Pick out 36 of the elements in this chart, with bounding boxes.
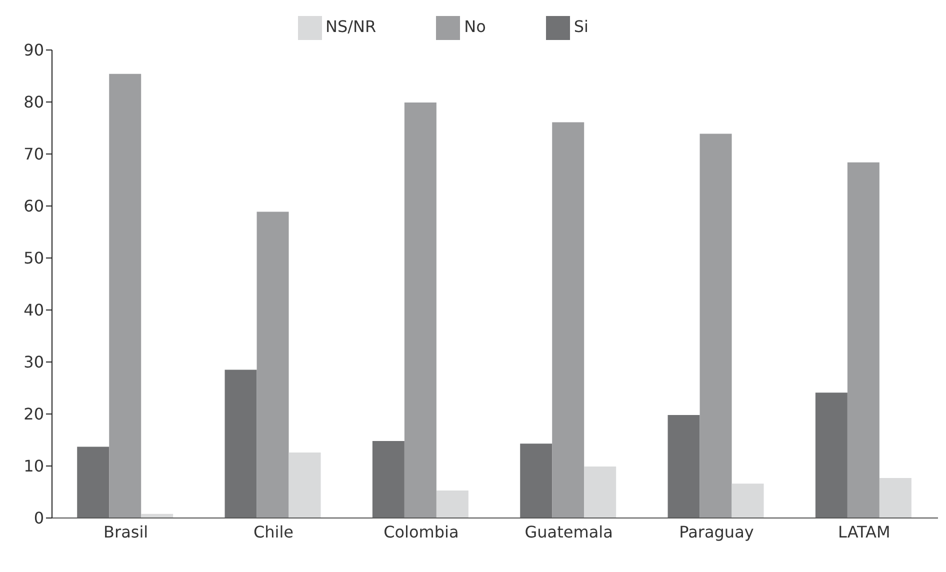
- bar: [372, 441, 404, 518]
- bar: [668, 415, 700, 518]
- y-tick-label: 70: [24, 144, 44, 164]
- y-tick-label: 30: [24, 352, 44, 372]
- bar: [520, 444, 552, 518]
- bar: [77, 446, 110, 518]
- bar: [436, 490, 468, 518]
- bar: [224, 370, 257, 518]
- y-tick-label: 80: [24, 92, 44, 112]
- bar: [847, 162, 880, 518]
- legend-label: No: [464, 17, 486, 36]
- x-tick-label: Paraguay: [679, 522, 754, 542]
- bar: [552, 122, 584, 518]
- bar: [404, 102, 436, 518]
- bar: [288, 452, 321, 518]
- bar: [584, 466, 616, 518]
- legend-label: NS/NR: [326, 17, 376, 36]
- y-tick-label: 40: [24, 300, 44, 320]
- y-tick-label: 0: [34, 508, 44, 528]
- bar: [879, 478, 912, 518]
- y-tick-label: 50: [24, 248, 44, 268]
- bar: [109, 74, 142, 518]
- x-tick-label: Colombia: [384, 522, 459, 542]
- y-tick-label: 10: [24, 456, 44, 476]
- bar: [700, 134, 732, 518]
- x-tick-label: Chile: [253, 522, 294, 542]
- y-tick-label: 90: [24, 40, 44, 60]
- x-tick-label: LATAM: [838, 522, 890, 542]
- y-tick-label: 60: [24, 196, 44, 216]
- y-tick-label: 20: [24, 404, 44, 424]
- x-tick-label: Brasil: [104, 522, 148, 542]
- x-tick-label: Guatemala: [524, 522, 613, 542]
- legend-label: Si: [574, 17, 588, 36]
- bar: [256, 212, 289, 518]
- bar: [732, 484, 764, 518]
- bar: [815, 392, 848, 518]
